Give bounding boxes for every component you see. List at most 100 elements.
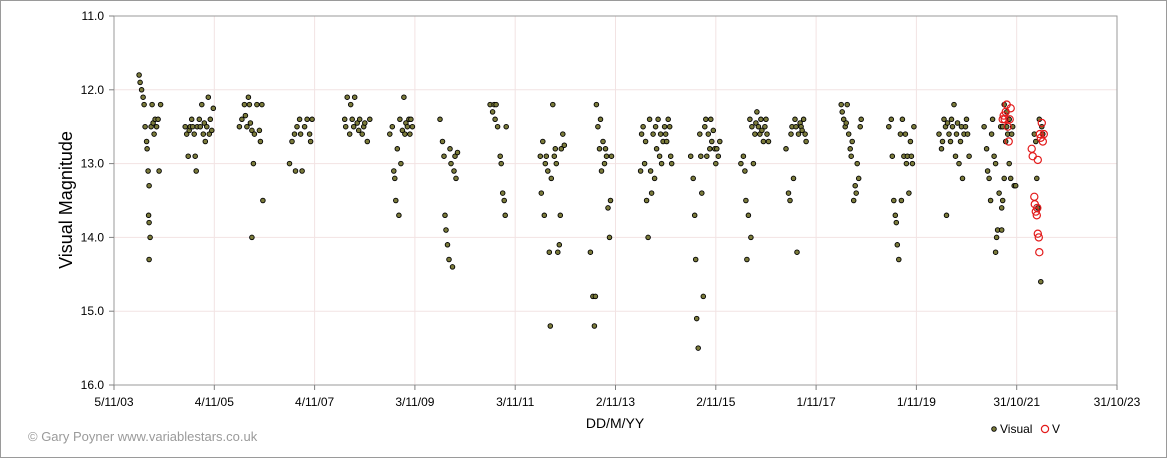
visual-point bbox=[963, 116, 970, 123]
v-point bbox=[1006, 104, 1015, 113]
visual-point bbox=[591, 323, 598, 329]
visual-point bbox=[592, 293, 599, 300]
visual-point bbox=[938, 146, 945, 152]
visual-point bbox=[753, 120, 759, 126]
visual-point bbox=[897, 131, 904, 137]
visual-point bbox=[244, 123, 250, 130]
visual-point bbox=[802, 131, 808, 137]
visual-point bbox=[497, 153, 503, 159]
visual-point bbox=[555, 249, 561, 255]
x-tick-label: 4/11/05 bbox=[195, 395, 234, 409]
x-tick-label: 5/11/03 bbox=[94, 395, 133, 409]
x-tick-label: 3/11/11 bbox=[496, 395, 535, 409]
visual-point bbox=[889, 153, 896, 159]
visual-point bbox=[657, 131, 664, 137]
visual-point bbox=[854, 160, 860, 167]
visual-point bbox=[848, 153, 854, 159]
visual-point bbox=[944, 120, 951, 126]
visual-point bbox=[546, 249, 553, 255]
visual-point bbox=[966, 153, 972, 159]
visual-point bbox=[906, 190, 912, 196]
visual-point bbox=[754, 109, 760, 115]
visual-point bbox=[743, 197, 749, 204]
visual-point bbox=[246, 101, 253, 108]
visual-point bbox=[254, 101, 260, 108]
visual-point bbox=[986, 175, 992, 182]
visual-point bbox=[750, 160, 757, 167]
visual-point bbox=[845, 131, 852, 137]
visual-point bbox=[962, 123, 969, 130]
visual-point bbox=[998, 205, 1005, 211]
visual-point bbox=[692, 256, 699, 263]
visual-point bbox=[250, 160, 257, 167]
x-tick-label: 4/11/07 bbox=[295, 395, 334, 409]
visual-point bbox=[605, 205, 611, 211]
visual-point bbox=[409, 123, 416, 130]
visual-point bbox=[752, 131, 758, 137]
visual-point bbox=[740, 153, 747, 159]
visual-point bbox=[909, 160, 916, 167]
visual-point bbox=[183, 131, 190, 137]
visual-point bbox=[392, 175, 398, 182]
visual-point bbox=[210, 105, 217, 112]
visual-point bbox=[498, 160, 504, 167]
visual-point bbox=[857, 123, 863, 130]
visual-point bbox=[593, 101, 600, 108]
visual-point bbox=[893, 219, 900, 226]
visual-point bbox=[399, 127, 406, 134]
v-point bbox=[1033, 203, 1042, 213]
visual-point bbox=[449, 264, 456, 270]
visual-point bbox=[342, 123, 349, 130]
x-tick-label: 1/11/19 bbox=[897, 395, 936, 409]
y-axis-title: Visual Magnitude bbox=[56, 131, 76, 269]
y-tick-label: 16.0 bbox=[81, 378, 105, 392]
visual-point bbox=[738, 160, 744, 167]
y-axis-ticks: 11.0 12.0 13.0 14.0 15.0 16.0 bbox=[81, 9, 114, 392]
visual-point bbox=[658, 160, 665, 167]
visual-point bbox=[299, 168, 305, 174]
visual-point bbox=[408, 116, 414, 123]
visual-point bbox=[987, 197, 994, 204]
visual-point bbox=[197, 123, 204, 130]
visual-point bbox=[747, 116, 753, 123]
visual-point bbox=[142, 123, 148, 130]
visual-point bbox=[191, 131, 197, 137]
x-tick-label: 2/11/15 bbox=[696, 395, 735, 409]
visual-point bbox=[397, 116, 403, 123]
legend-v-marker bbox=[1040, 424, 1050, 434]
visual-point bbox=[291, 131, 298, 137]
visual-point bbox=[494, 123, 501, 130]
visual-point bbox=[404, 123, 411, 130]
visual-point bbox=[795, 131, 802, 137]
visual-point bbox=[356, 116, 363, 123]
v-point bbox=[1035, 247, 1044, 257]
visual-point bbox=[943, 212, 950, 219]
visual-point bbox=[307, 138, 314, 145]
visual-point bbox=[251, 131, 258, 137]
visual-point bbox=[939, 138, 946, 145]
visual-point bbox=[788, 131, 794, 137]
visual-point bbox=[200, 131, 207, 137]
visual-point bbox=[606, 234, 613, 241]
visual-point bbox=[710, 127, 717, 134]
visual-point bbox=[541, 212, 548, 219]
x-tick-label: 31/10/21 bbox=[993, 395, 1040, 409]
visual-point bbox=[151, 131, 157, 137]
visual-point bbox=[715, 153, 722, 159]
visual-point bbox=[242, 112, 249, 119]
visual-point bbox=[297, 131, 304, 137]
visual-point bbox=[156, 168, 162, 174]
v-point bbox=[1005, 115, 1014, 124]
visual-point bbox=[598, 168, 605, 174]
visual-point bbox=[661, 123, 668, 130]
visual-point bbox=[656, 153, 663, 159]
visual-point bbox=[991, 153, 997, 159]
visual-point bbox=[193, 168, 199, 174]
visual-point bbox=[748, 234, 754, 241]
visual-point bbox=[898, 197, 905, 204]
visual-point bbox=[192, 153, 198, 159]
visual-point bbox=[984, 168, 991, 174]
visual-point bbox=[888, 116, 895, 123]
visual-point bbox=[493, 101, 499, 108]
visual-point bbox=[981, 123, 987, 130]
